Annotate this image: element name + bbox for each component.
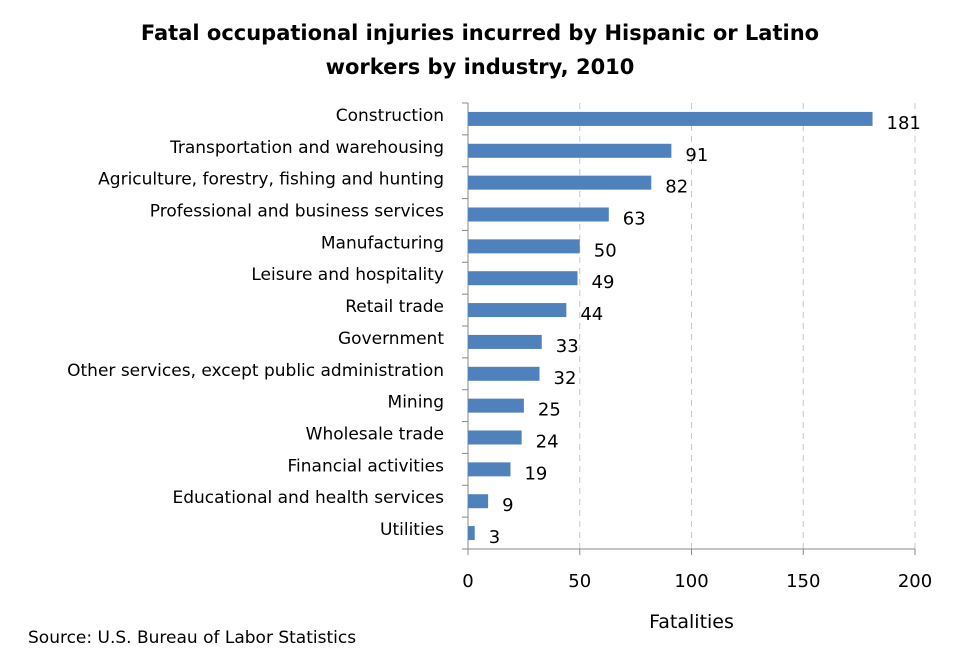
x-tick-label: 50 <box>568 571 591 592</box>
category-label: Agriculture, forestry, fishing and hunti… <box>98 170 444 190</box>
bar <box>468 207 609 222</box>
data-label: 63 <box>623 209 646 230</box>
data-label: 82 <box>665 177 688 198</box>
x-axis-title: Fatalities <box>649 611 734 633</box>
bar <box>468 143 672 158</box>
data-label: 49 <box>592 272 615 293</box>
bar <box>468 334 542 349</box>
category-label: Construction <box>336 106 444 126</box>
source-note: Source: U.S. Bureau of Labor Statistics <box>28 628 357 648</box>
category-label: Retail trade <box>345 297 444 317</box>
category-label: Leisure and hospitality <box>251 265 444 285</box>
bar <box>468 239 580 254</box>
category-label: Educational and health services <box>172 488 444 508</box>
x-tick-label: 0 <box>462 571 473 592</box>
category-label: Financial activities <box>288 456 445 476</box>
category-label: Utilities <box>380 520 444 540</box>
data-label: 91 <box>685 145 708 166</box>
category-label: Other services, except public administra… <box>67 361 444 381</box>
x-tick-label: 100 <box>674 571 708 592</box>
bar <box>468 494 489 509</box>
data-label: 24 <box>536 432 559 453</box>
chart-title: Fatal occupational injuries incurred by … <box>0 16 960 84</box>
title-line-1: Fatal occupational injuries incurred by … <box>140 21 820 45</box>
data-label: 181 <box>887 113 921 134</box>
data-label: 25 <box>538 400 561 421</box>
category-label: Professional and business services <box>150 202 444 222</box>
data-label: 3 <box>489 527 500 548</box>
data-label: 33 <box>556 336 579 357</box>
bar <box>468 366 540 381</box>
data-label: 9 <box>502 495 513 516</box>
x-tick-label: 150 <box>786 571 820 592</box>
category-label: Wholesale trade <box>306 425 444 445</box>
data-label: 32 <box>554 368 577 389</box>
data-label: 50 <box>594 240 617 261</box>
bar <box>468 398 524 413</box>
bar <box>468 271 578 286</box>
category-label: Government <box>338 329 444 349</box>
data-label: 44 <box>580 304 603 325</box>
x-tick-label: 200 <box>898 571 932 592</box>
bar <box>468 462 511 477</box>
title-line-2: workers by industry, 2010 <box>325 55 635 79</box>
bar <box>468 430 522 445</box>
category-label: Mining <box>388 393 444 413</box>
category-label: Manufacturing <box>321 233 444 253</box>
bar <box>468 526 475 541</box>
bar <box>468 303 567 318</box>
bar <box>468 175 652 190</box>
bar <box>468 111 873 126</box>
data-label: 19 <box>524 463 547 484</box>
category-label: Transportation and warehousing <box>169 138 444 158</box>
